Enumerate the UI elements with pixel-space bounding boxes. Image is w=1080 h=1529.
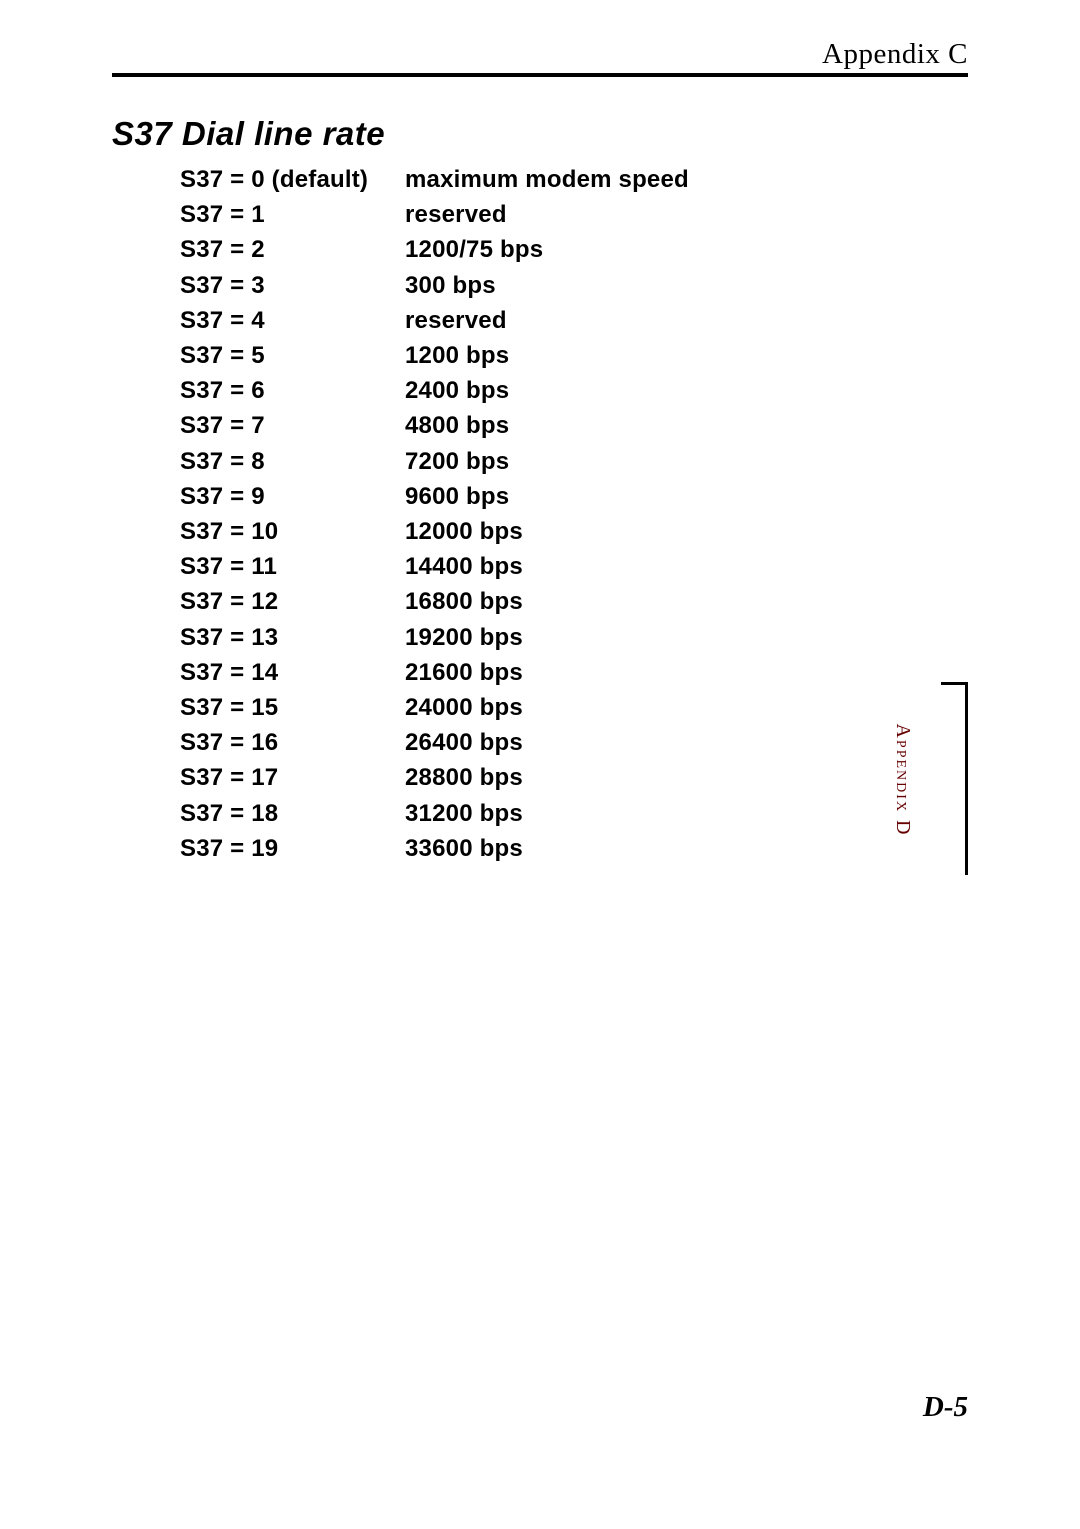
table-row: S37 = 74800 bps bbox=[180, 408, 805, 443]
cell-key: S37 = 2 bbox=[180, 232, 405, 267]
cell-key: S37 = 13 bbox=[180, 620, 405, 655]
cell-val: 14400 bps bbox=[405, 549, 805, 584]
s37-table: S37 = 0 (default)maximum modem speed S37… bbox=[180, 162, 805, 866]
cell-val: 1200/75 bps bbox=[405, 232, 805, 267]
cell-key: S37 = 18 bbox=[180, 796, 405, 831]
cell-val: 1200 bps bbox=[405, 338, 805, 373]
cell-val: 2400 bps bbox=[405, 373, 805, 408]
table-row: S37 = 21200/75 bps bbox=[180, 232, 805, 267]
cell-val: 26400 bps bbox=[405, 725, 805, 760]
cell-key: S37 = 15 bbox=[180, 690, 405, 725]
table-row: S37 = 1319200 bps bbox=[180, 620, 805, 655]
cell-val: maximum modem speed bbox=[405, 162, 805, 197]
page-header: Appendix C bbox=[112, 38, 968, 77]
cell-key: S37 = 10 bbox=[180, 514, 405, 549]
cell-key: S37 = 12 bbox=[180, 584, 405, 619]
cell-key: S37 = 16 bbox=[180, 725, 405, 760]
table-row: S37 = 87200 bps bbox=[180, 444, 805, 479]
cell-val: 16800 bps bbox=[405, 584, 805, 619]
cell-key: S37 = 7 bbox=[180, 408, 405, 443]
cell-val: reserved bbox=[405, 303, 805, 338]
cell-key: S37 = 1 bbox=[180, 197, 405, 232]
cell-val: 9600 bps bbox=[405, 479, 805, 514]
cell-key: S37 = 8 bbox=[180, 444, 405, 479]
cell-key: S37 = 9 bbox=[180, 479, 405, 514]
table-row: S37 = 0 (default)maximum modem speed bbox=[180, 162, 805, 197]
table-row: S37 = 1216800 bps bbox=[180, 584, 805, 619]
cell-val: 21600 bps bbox=[405, 655, 805, 690]
table-row: S37 = 1728800 bps bbox=[180, 760, 805, 795]
cell-val: 24000 bps bbox=[405, 690, 805, 725]
table-row: S37 = 4reserved bbox=[180, 303, 805, 338]
header-rule bbox=[112, 73, 968, 77]
table-row: S37 = 1524000 bps bbox=[180, 690, 805, 725]
table-row: S37 = 1421600 bps bbox=[180, 655, 805, 690]
page-number: D-5 bbox=[923, 1391, 968, 1424]
table-row: S37 = 1933600 bps bbox=[180, 831, 805, 866]
table-row: S37 = 99600 bps bbox=[180, 479, 805, 514]
table-row: S37 = 1626400 bps bbox=[180, 725, 805, 760]
cell-key: S37 = 14 bbox=[180, 655, 405, 690]
section-title: S37 Dial line rate bbox=[112, 115, 385, 153]
table-row: S37 = 62400 bps bbox=[180, 373, 805, 408]
side-tab: Appendix D bbox=[941, 682, 968, 875]
cell-val: 300 bps bbox=[405, 268, 805, 303]
cell-val: 33600 bps bbox=[405, 831, 805, 866]
cell-val: 12000 bps bbox=[405, 514, 805, 549]
header-title: Appendix C bbox=[112, 38, 968, 73]
table-row: S37 = 51200 bps bbox=[180, 338, 805, 373]
cell-val: 4800 bps bbox=[405, 408, 805, 443]
table-row: S37 = 3300 bps bbox=[180, 268, 805, 303]
cell-key: S37 = 6 bbox=[180, 373, 405, 408]
cell-val: reserved bbox=[405, 197, 805, 232]
cell-key: S37 = 3 bbox=[180, 268, 405, 303]
cell-key: S37 = 11 bbox=[180, 549, 405, 584]
table-row: S37 = 1114400 bps bbox=[180, 549, 805, 584]
table-row: S37 = 1reserved bbox=[180, 197, 805, 232]
cell-key: S37 = 0 (default) bbox=[180, 162, 405, 197]
cell-key: S37 = 17 bbox=[180, 760, 405, 795]
cell-val: 31200 bps bbox=[405, 796, 805, 831]
cell-val: 19200 bps bbox=[405, 620, 805, 655]
cell-val: 28800 bps bbox=[405, 760, 805, 795]
cell-key: S37 = 19 bbox=[180, 831, 405, 866]
side-tab-label: Appendix D bbox=[891, 723, 914, 836]
cell-key: S37 = 5 bbox=[180, 338, 405, 373]
table-row: S37 = 1012000 bps bbox=[180, 514, 805, 549]
cell-key: S37 = 4 bbox=[180, 303, 405, 338]
cell-val: 7200 bps bbox=[405, 444, 805, 479]
table-row: S37 = 1831200 bps bbox=[180, 796, 805, 831]
